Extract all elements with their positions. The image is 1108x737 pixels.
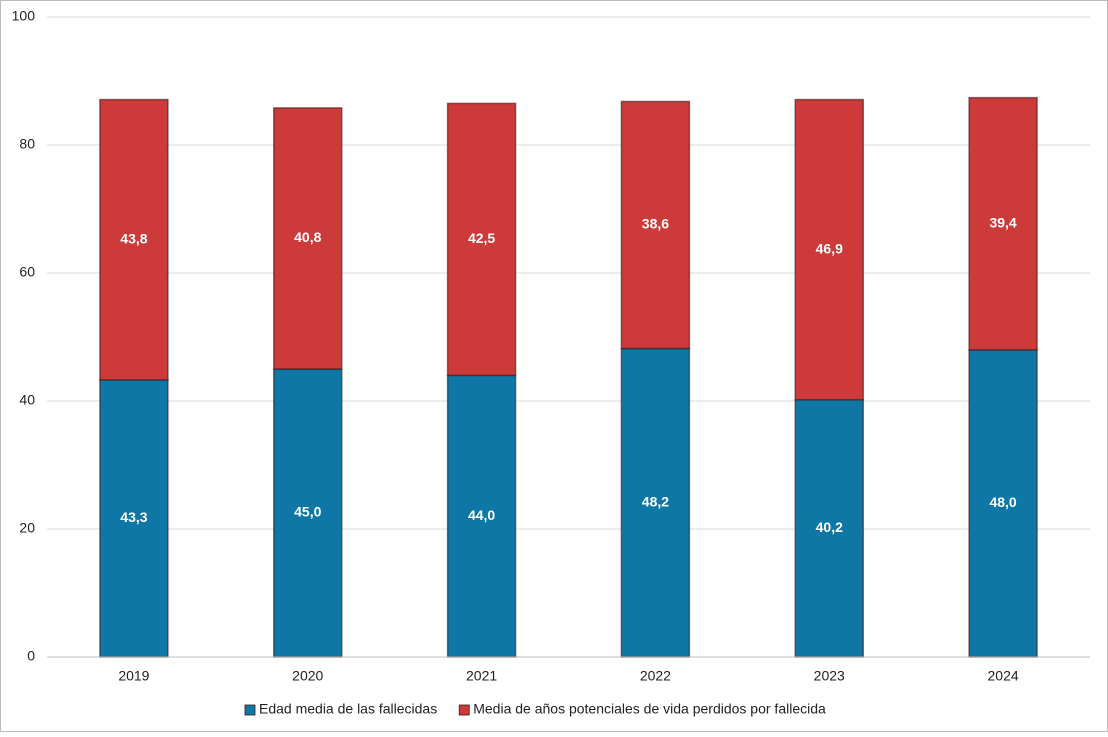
value-label: 44,0 <box>468 507 495 523</box>
y-tick-label: 60 <box>19 264 35 280</box>
bar-segment <box>968 349 1038 658</box>
value-label: 46,9 <box>816 240 843 256</box>
y-tick-label: 80 <box>19 136 35 152</box>
bar-segment <box>620 347 691 658</box>
value-label: 38,6 <box>642 216 669 232</box>
value-label: 40,8 <box>294 229 321 245</box>
x-tick-label: 2021 <box>466 668 497 684</box>
legend-label: Edad media de las fallecidas <box>259 701 437 717</box>
y-tick-label: 20 <box>19 520 35 536</box>
value-label: 40,2 <box>816 519 843 535</box>
value-label: 48,2 <box>642 493 669 509</box>
y-tick-label: 0 <box>27 648 35 664</box>
y-tick-label: 100 <box>12 8 36 24</box>
legend-label: Media de años potenciales de vida perdid… <box>473 701 826 717</box>
bar-segment <box>620 100 691 350</box>
x-tick-label: 2022 <box>640 668 671 684</box>
y-tick-label: 40 <box>19 392 35 408</box>
x-tick-label: 2024 <box>988 668 1019 684</box>
bar-segment <box>273 107 343 370</box>
x-tick-label: 2019 <box>118 668 149 684</box>
value-label: 48,0 <box>989 494 1016 510</box>
value-label: 39,4 <box>989 214 1016 230</box>
bar-segment <box>794 398 864 658</box>
legend-swatch <box>244 704 256 716</box>
value-label: 43,8 <box>120 230 147 246</box>
bar-segment <box>968 96 1038 351</box>
value-label: 45,0 <box>294 504 321 520</box>
bar-segment <box>794 98 864 401</box>
legend-swatch <box>458 704 470 716</box>
value-label: 42,5 <box>468 230 495 246</box>
bar-segment <box>99 379 169 658</box>
bar-segment <box>446 374 517 658</box>
x-tick-label: 2023 <box>814 668 845 684</box>
bar-segment <box>99 98 169 381</box>
bar-segment <box>446 102 517 377</box>
value-label: 43,3 <box>120 509 147 525</box>
x-tick-label: 2020 <box>292 668 323 684</box>
